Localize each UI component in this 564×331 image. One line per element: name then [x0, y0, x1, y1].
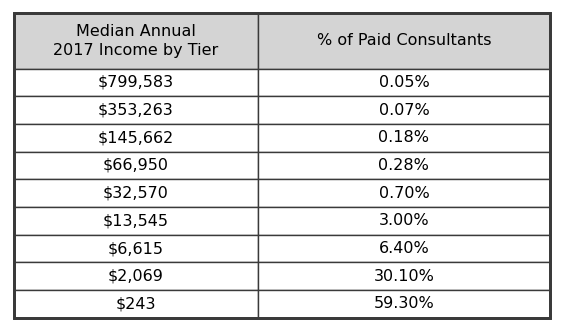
Text: $243: $243 — [116, 297, 156, 311]
Bar — [14, 96, 258, 124]
Bar — [258, 262, 550, 290]
Text: 3.00%: 3.00% — [378, 213, 429, 228]
Text: 6.40%: 6.40% — [378, 241, 429, 256]
Bar — [258, 290, 550, 318]
Bar — [258, 69, 550, 96]
Bar — [258, 152, 550, 179]
Text: 59.30%: 59.30% — [373, 297, 434, 311]
Bar — [14, 290, 258, 318]
Bar — [14, 69, 258, 96]
Text: $66,950: $66,950 — [103, 158, 169, 173]
Bar — [258, 13, 550, 69]
Text: Median Annual
2017 Income by Tier: Median Annual 2017 Income by Tier — [54, 24, 219, 58]
Bar — [258, 179, 550, 207]
Bar — [258, 124, 550, 152]
Bar — [14, 207, 258, 235]
Text: $145,662: $145,662 — [98, 130, 174, 145]
Text: 0.07%: 0.07% — [378, 103, 429, 118]
Bar — [258, 96, 550, 124]
Bar — [14, 152, 258, 179]
Text: 0.70%: 0.70% — [378, 186, 429, 201]
Text: 0.28%: 0.28% — [378, 158, 429, 173]
Bar — [14, 235, 258, 262]
Text: 0.05%: 0.05% — [378, 75, 429, 90]
Text: $799,583: $799,583 — [98, 75, 174, 90]
Bar — [258, 207, 550, 235]
Text: $2,069: $2,069 — [108, 269, 164, 284]
Text: $353,263: $353,263 — [98, 103, 174, 118]
Bar — [14, 13, 258, 69]
Text: $32,570: $32,570 — [103, 186, 169, 201]
Text: 0.18%: 0.18% — [378, 130, 429, 145]
Bar — [14, 262, 258, 290]
Text: 30.10%: 30.10% — [373, 269, 434, 284]
Bar — [14, 179, 258, 207]
Bar — [14, 124, 258, 152]
Text: $6,615: $6,615 — [108, 241, 164, 256]
Text: $13,545: $13,545 — [103, 213, 169, 228]
Text: % of Paid Consultants: % of Paid Consultants — [316, 33, 491, 48]
Bar — [258, 235, 550, 262]
